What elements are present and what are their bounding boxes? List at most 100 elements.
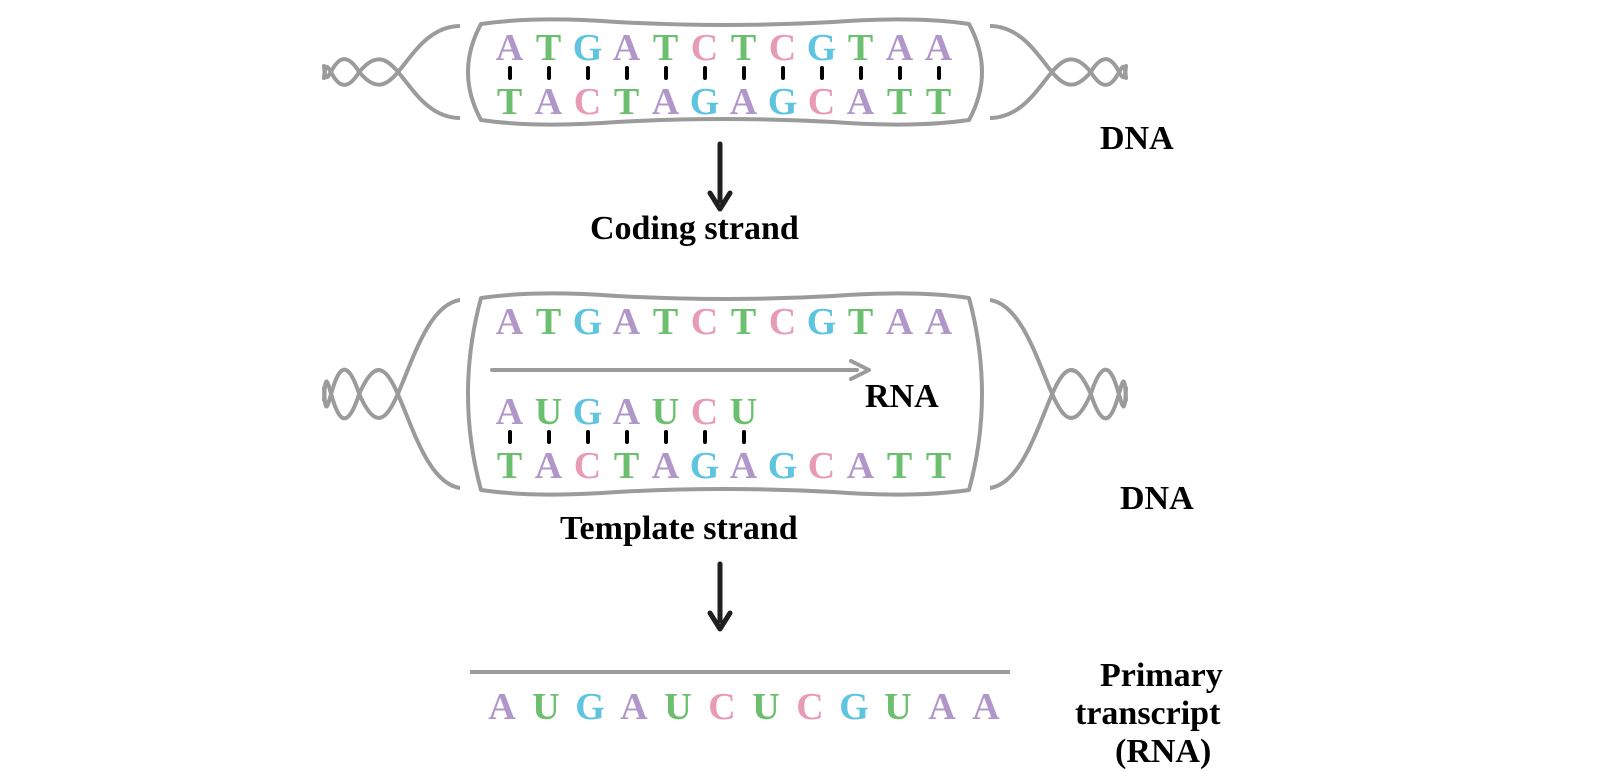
label-primary1: Primary <box>1100 657 1223 695</box>
hydrogen-bond-icon <box>547 66 551 80</box>
dna-top-template-base: A <box>529 80 568 124</box>
hydrogen-bond-icon <box>820 66 824 80</box>
dna-top-template-base: T <box>490 80 529 124</box>
rna-nascent-base: C <box>685 390 724 434</box>
label-primary3: (RNA) <box>1115 733 1211 771</box>
label-dna_mid: DNA <box>1120 480 1194 518</box>
hydrogen-bond-icon <box>664 430 668 444</box>
rna-transcript-base: C <box>788 685 832 729</box>
label-primary2: transcript <box>1075 695 1220 733</box>
rna-transcript-base: U <box>524 685 568 729</box>
hydrogen-bond-icon <box>781 66 785 80</box>
dna-top-template-base: T <box>919 80 958 124</box>
rna-transcript-base: C <box>700 685 744 729</box>
dna-helix-top-right <box>990 18 1130 126</box>
dna-mid-coding-base: G <box>568 300 607 344</box>
dna-helix-mid-left <box>320 292 460 496</box>
dna-top-template-base: G <box>763 80 802 124</box>
hydrogen-bond-icon <box>703 430 707 444</box>
dna-top-coding-base: A <box>607 26 646 70</box>
hydrogen-bond-icon <box>586 430 590 444</box>
dna-mid-template-base: A <box>646 444 685 488</box>
rna-nascent-base: A <box>607 390 646 434</box>
rna-transcript-base: A <box>480 685 524 729</box>
dna-mid-template-base: T <box>919 444 958 488</box>
rna-transcript-base: U <box>876 685 920 729</box>
dna-top-template-base: A <box>646 80 685 124</box>
dna-top-coding-base: C <box>763 26 802 70</box>
label-coding: Coding strand <box>590 210 799 248</box>
dna-mid-template-base: A <box>724 444 763 488</box>
rna-transcript-base: U <box>744 685 788 729</box>
hydrogen-bond-icon <box>508 66 512 80</box>
hydrogen-bond-icon <box>937 66 941 80</box>
hydrogen-bond-icon <box>625 430 629 444</box>
dna-top-template-base: T <box>607 80 646 124</box>
hydrogen-bond-icon <box>586 66 590 80</box>
dna-mid-template-base: A <box>529 444 568 488</box>
dna-top-coding: ATGATCTCGTAA <box>490 26 958 70</box>
dna-helix-top-left <box>320 18 460 126</box>
dna-mid-template-base: T <box>880 444 919 488</box>
rna-transcript-base: G <box>568 685 612 729</box>
dna-top-coding-base: G <box>802 26 841 70</box>
dna-mid-coding-base: A <box>490 300 529 344</box>
dna-top-template-base: C <box>568 80 607 124</box>
dna-mid-template-base: C <box>568 444 607 488</box>
rna-transcript-base: A <box>920 685 964 729</box>
dna-mid-coding-base: T <box>529 300 568 344</box>
dna-top-coding-base: T <box>724 26 763 70</box>
hydrogen-bond-icon <box>625 66 629 80</box>
dna-top-coding-base: C <box>685 26 724 70</box>
dna-top-coding-base: G <box>568 26 607 70</box>
dna-mid-coding-base: C <box>763 300 802 344</box>
arrow-down-1 <box>700 140 740 215</box>
dna-mid-template-base: T <box>607 444 646 488</box>
rna-nascent-base: U <box>724 390 763 434</box>
rna-nascent: AUGAUCU <box>490 390 763 434</box>
dna-top-coding-base: T <box>841 26 880 70</box>
dna-top-template-base: A <box>724 80 763 124</box>
rna-backbone-line <box>470 669 1010 675</box>
dna-top-template-base: C <box>802 80 841 124</box>
rna-nascent-base: U <box>646 390 685 434</box>
rna-transcript-base: G <box>832 685 876 729</box>
dna-top-coding-base: A <box>919 26 958 70</box>
hydrogen-bond-icon <box>547 430 551 444</box>
dna-top-template-base: G <box>685 80 724 124</box>
dna-mid-template-base: G <box>763 444 802 488</box>
dna-mid-coding-base: C <box>685 300 724 344</box>
dna-mid-template-base: T <box>490 444 529 488</box>
dna-top-template: TACTAGAGCATT <box>490 80 958 124</box>
hydrogen-bond-icon <box>508 430 512 444</box>
dna-mid-coding-base: A <box>880 300 919 344</box>
hydrogen-bond-icon <box>664 66 668 80</box>
dna-mid-template-base: A <box>841 444 880 488</box>
dna-top-coding-base: A <box>880 26 919 70</box>
dna-top-coding-base: T <box>646 26 685 70</box>
dna-top-coding-base: T <box>529 26 568 70</box>
dna-mid-template-base: G <box>685 444 724 488</box>
rna-transcript: AUGAUCUCGUAA <box>480 685 1008 729</box>
dna-mid-coding-base: A <box>919 300 958 344</box>
rna-nascent-base: G <box>568 390 607 434</box>
rna-nascent-base: A <box>490 390 529 434</box>
dna-mid-coding: ATGATCTCGTAA <box>490 300 958 344</box>
arrow-down-2 <box>700 560 740 635</box>
hydrogen-bond-icon <box>898 66 902 80</box>
rna-transcript-base: A <box>612 685 656 729</box>
hydrogen-bond-icon <box>742 66 746 80</box>
dna-mid-coding-base: T <box>646 300 685 344</box>
dna-helix-mid-right <box>990 292 1130 496</box>
rna-transcript-base: U <box>656 685 700 729</box>
rna-transcript-base: A <box>964 685 1008 729</box>
dna-top-template-base: A <box>841 80 880 124</box>
hydrogen-bond-icon <box>859 66 863 80</box>
hydrogen-bond-icon <box>703 66 707 80</box>
dna-mid-coding-base: A <box>607 300 646 344</box>
rna-nascent-base: U <box>529 390 568 434</box>
dna-top-template-base: T <box>880 80 919 124</box>
label-template: Template strand <box>560 510 798 548</box>
dna-mid-coding-base: T <box>724 300 763 344</box>
rna-direction-arrow <box>490 356 873 384</box>
